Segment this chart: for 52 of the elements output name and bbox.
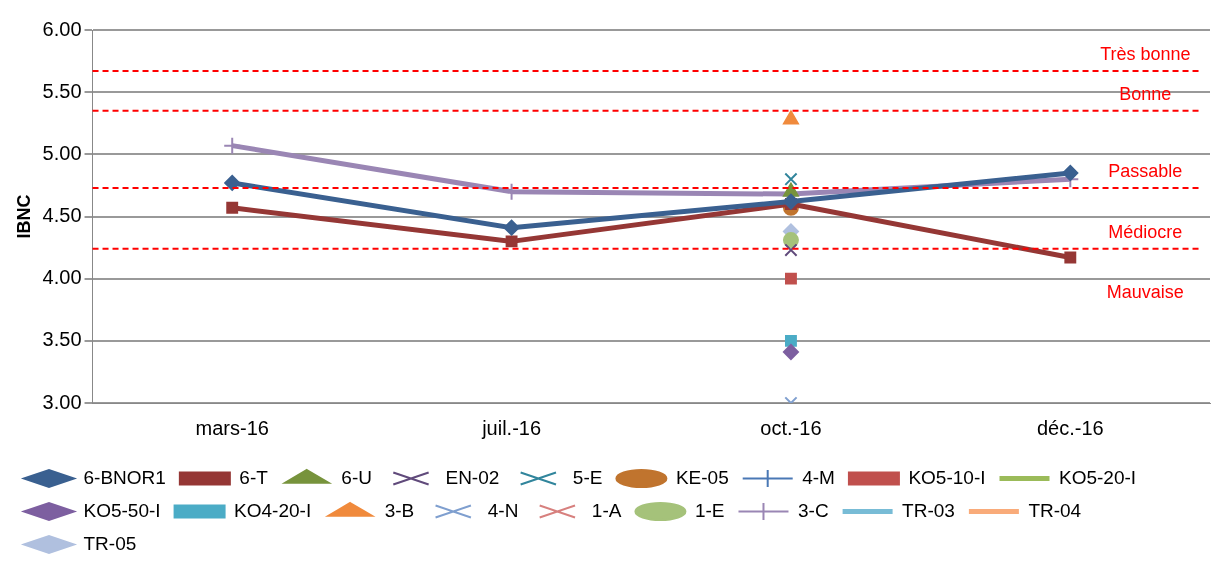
x-tick-label: oct.-16 [760,416,822,439]
legend-label: KO5-50-I [83,499,161,521]
point [782,193,799,210]
y-tick-label: 3.50 [42,328,82,351]
point [224,174,241,191]
legend-label: 6-T [239,466,269,488]
point [784,243,798,257]
legend-label: TR-03 [902,499,955,521]
legend-label: EN-02 [445,466,500,488]
legend-label: 1-E [694,499,725,521]
legend-label: KO4-20-I [234,499,312,521]
point [784,172,798,186]
legend-label: 6-U [341,466,372,488]
point [782,344,799,361]
legend-label: 4-M [802,466,835,488]
legend-label: KE-05 [675,466,729,488]
point [783,182,799,197]
point [223,136,242,155]
point [785,272,797,285]
legend-label: TR-04 [1028,499,1082,521]
point [783,110,799,125]
legend-label: 1-A [591,499,622,521]
legend-label: 3-B [384,499,415,521]
y-tick-label: 6.00 [42,17,82,40]
annotation: Passable [1108,160,1183,181]
point [226,201,239,214]
y-tick-label: 5.00 [42,141,82,164]
point [1064,251,1077,264]
point [1062,164,1079,181]
point [782,232,799,249]
point [785,334,797,347]
legend-label: 6-BNOR1 [83,466,166,488]
annotation: Médiocre [1108,221,1183,242]
legend-label: 3-C [797,499,829,521]
legend-label: 5-E [572,466,603,488]
annotation: Bonne [1119,83,1172,104]
y-tick-label: 5.50 [42,79,82,102]
point [503,219,520,236]
legend-label: KO5-10-I [908,466,986,488]
legend-label: TR-05 [83,532,137,554]
y-axis-title: IBNC [13,194,34,239]
y-tick-label: 4.00 [42,266,82,289]
x-tick-label: déc.-16 [1036,416,1104,439]
x-tick-label: mars-16 [195,416,269,439]
y-tick-label: 4.50 [42,204,82,227]
legend-label: KO5-20-I [1059,466,1137,488]
annotation: Très bonne [1100,44,1191,64]
y-tick-label: 3.00 [42,390,82,413]
legend-label: 4-N [487,499,519,521]
point [505,235,518,248]
x-tick-label: juil.-16 [481,416,542,439]
annotation: Mauvaise [1106,281,1184,302]
